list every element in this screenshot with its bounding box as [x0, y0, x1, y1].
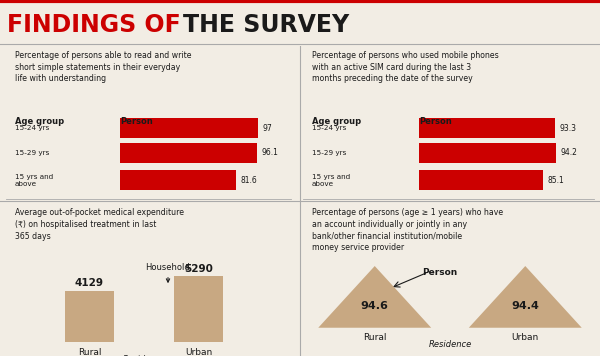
Text: 96.1: 96.1	[261, 148, 278, 157]
Text: 81.6: 81.6	[241, 176, 257, 185]
Text: 15 yrs and
above: 15 yrs and above	[312, 174, 350, 187]
Bar	[174, 276, 223, 342]
Polygon shape	[469, 266, 582, 328]
Bar	[120, 170, 236, 190]
Text: Age group: Age group	[312, 117, 361, 126]
Text: 4129: 4129	[75, 278, 104, 288]
Text: Person: Person	[419, 117, 452, 126]
Bar	[419, 118, 555, 138]
Text: FINDINGS OF: FINDINGS OF	[7, 14, 189, 37]
Text: Rural: Rural	[78, 348, 101, 356]
Bar	[120, 118, 258, 138]
Text: Percentage of persons who used mobile phones
with an active SIM card during the : Percentage of persons who used mobile ph…	[312, 51, 499, 83]
Text: 15 yrs and
above: 15 yrs and above	[14, 174, 53, 187]
Text: Residence: Residence	[122, 355, 166, 356]
Bar	[419, 170, 543, 190]
Bar	[419, 143, 556, 163]
Text: Household: Household	[146, 263, 190, 282]
Bar	[65, 291, 114, 342]
Text: Residence: Residence	[428, 340, 472, 349]
Bar	[120, 143, 257, 163]
Text: Percentage of persons able to read and write
short simple statements in their ev: Percentage of persons able to read and w…	[14, 51, 191, 83]
Polygon shape	[318, 266, 431, 328]
Text: 5290: 5290	[184, 264, 213, 274]
Text: 15-24 yrs: 15-24 yrs	[14, 125, 49, 131]
Text: Urban: Urban	[185, 348, 212, 356]
Text: 15-29 yrs: 15-29 yrs	[312, 150, 346, 156]
Text: 94.6: 94.6	[361, 302, 389, 312]
Text: Person: Person	[422, 268, 457, 277]
Text: Rural: Rural	[363, 333, 386, 342]
Text: Percentage of persons (age ≥ 1 years) who have
an account individually or jointl: Percentage of persons (age ≥ 1 years) wh…	[312, 208, 503, 252]
Text: Person: Person	[120, 117, 153, 126]
Text: Age group: Age group	[14, 117, 64, 126]
Text: 93.3: 93.3	[560, 124, 577, 133]
Text: 15-24 yrs: 15-24 yrs	[312, 125, 346, 131]
Text: 94.4: 94.4	[511, 302, 539, 312]
Text: THE SURVEY: THE SURVEY	[183, 14, 349, 37]
Text: Urban: Urban	[512, 333, 539, 342]
Text: Average out-of-pocket medical expenditure
(₹) on hospitalised treatment in last
: Average out-of-pocket medical expenditur…	[14, 208, 184, 241]
Text: 85.1: 85.1	[548, 176, 565, 185]
Text: 97: 97	[263, 124, 272, 133]
Text: 94.2: 94.2	[561, 148, 578, 157]
Text: 15-29 yrs: 15-29 yrs	[14, 150, 49, 156]
